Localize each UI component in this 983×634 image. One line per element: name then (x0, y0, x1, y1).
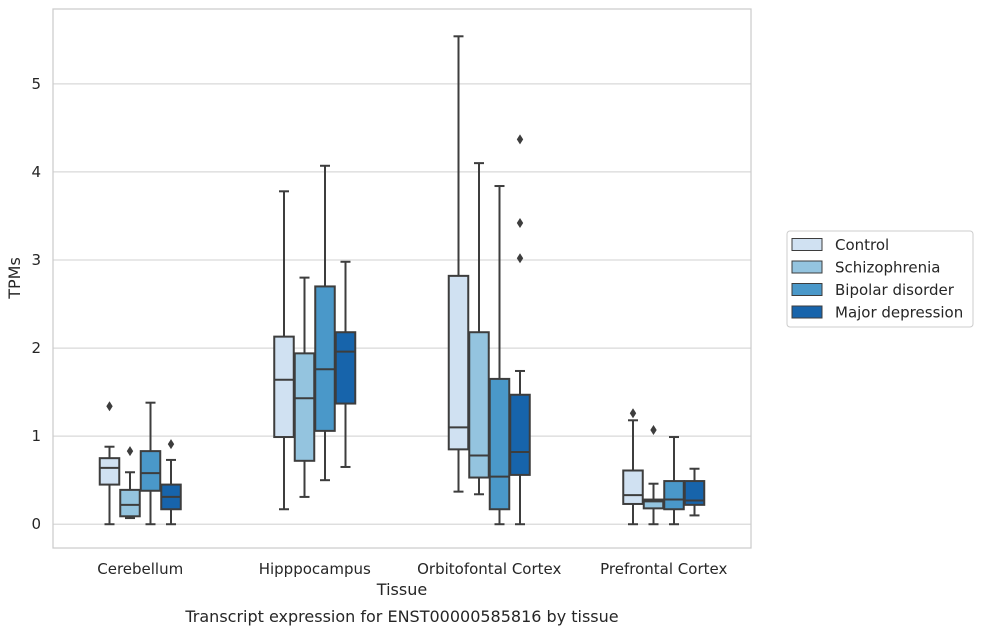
box-mark (160, 439, 182, 526)
box-body (488, 377, 511, 511)
y-axis-title: TPMs (5, 257, 24, 300)
box-mark (447, 35, 470, 493)
box-body (509, 393, 531, 476)
x-tick-label: Hipppocampus (259, 560, 371, 578)
y-tick-label: 4 (31, 163, 41, 181)
box-mark (509, 134, 531, 526)
outlier-point (516, 253, 524, 264)
box-body (119, 488, 141, 518)
box-body (273, 335, 295, 439)
y-tick-label: 2 (31, 339, 41, 357)
outlier-point (629, 408, 637, 419)
box-mark (119, 446, 141, 520)
outlier-point (516, 134, 524, 145)
box-mark (642, 424, 665, 526)
box-body (314, 285, 336, 432)
outlier-point (650, 424, 657, 435)
legend-swatch (791, 305, 823, 319)
legend-frame (786, 230, 974, 328)
x-tick-labels: Cerebellum Hipppocampus Orbitofontal Corte… (97, 560, 727, 578)
series-control (98, 35, 644, 526)
legend-label: Schizophrenia (835, 259, 940, 277)
box-mark (683, 467, 706, 517)
y-tick-label: 3 (31, 251, 41, 269)
legend-entries: Control Schizophrenia Bipolar disorder Majo… (791, 236, 963, 322)
box-body (683, 480, 706, 506)
box-body (98, 457, 121, 486)
box-mark (139, 401, 162, 526)
box-body (293, 352, 316, 462)
y-tick-labels: 0 1 2 3 4 5 (31, 75, 41, 533)
legend-label: Major depression (835, 304, 963, 322)
box-mark (622, 408, 644, 526)
box-series-group (98, 35, 706, 526)
y-tick-label: 0 (31, 515, 41, 533)
box-body (139, 450, 162, 492)
box-mark (293, 276, 316, 498)
chart-caption: Transcript expression for ENST0000058581… (184, 607, 618, 626)
series-major-depression (160, 134, 706, 526)
box-body (622, 469, 644, 505)
box-mark (98, 401, 121, 526)
outlier-point (167, 439, 175, 450)
x-tick-label: Orbitofontal Cortex (417, 560, 561, 578)
x-tick-label: Prefrontal Cortex (600, 560, 727, 578)
x-axis-title: Tissue (376, 580, 427, 599)
x-tick-label: Cerebellum (97, 560, 183, 578)
outlier-point (126, 446, 134, 457)
outlier-point (106, 401, 113, 412)
series-schizophrenia (119, 162, 665, 526)
y-tick-label: 1 (31, 427, 41, 445)
legend-label: Bipolar disorder (835, 281, 955, 299)
outlier-point (516, 218, 524, 229)
plot-frame (52, 8, 752, 549)
legend-swatch (791, 260, 823, 274)
box-body (334, 331, 357, 405)
legend-label: Control (835, 236, 889, 254)
box-mark (663, 436, 685, 526)
box-body (447, 274, 470, 451)
legend-swatch (791, 238, 823, 251)
legend: Control Schizophrenia Bipolar disorder Majo… (786, 230, 974, 328)
y-tick-label: 5 (31, 75, 41, 93)
box-body (663, 480, 685, 511)
box-mark (334, 260, 357, 468)
series-bipolar-disorder (139, 164, 685, 526)
box-mark (314, 164, 336, 482)
legend-swatch (791, 283, 823, 296)
